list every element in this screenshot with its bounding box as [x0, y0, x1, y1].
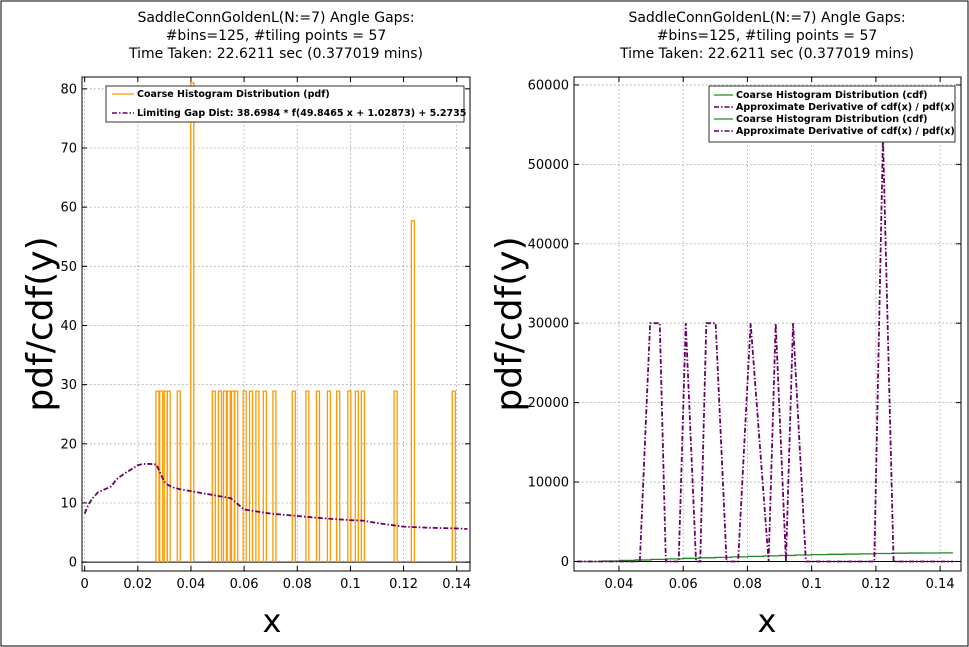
- x-tick-label: 0.14: [442, 577, 471, 592]
- pdf-histogram-bar: [255, 390, 260, 563]
- pdf-histogram-bar: [217, 390, 223, 563]
- x-tick-label: 0.1: [340, 577, 361, 592]
- right-chart-legend: Coarse Histogram Distribution (cdf) Appr…: [708, 85, 956, 143]
- x-tick-label: 0.08: [283, 577, 312, 592]
- pdf-histogram-bar: [336, 390, 341, 563]
- right-legend-label-4: Approximate Derivative of cdf(x) / pdf(x…: [736, 126, 955, 137]
- pdf-histogram-bar: [360, 390, 366, 563]
- left-chart-title-line-1: SaddleConnGoldenL(N:=7) Angle Gaps:: [137, 10, 414, 26]
- pdf-histogram-bar: [222, 390, 228, 563]
- pdf-histogram-bar: [190, 82, 195, 563]
- right-chart-y-ticks: 0 10000 20000 30000 40000 50000 60000: [528, 78, 961, 570]
- right-chart-plot-frame: [573, 76, 962, 572]
- left-chart-series: [82, 82, 470, 563]
- x-tick-label: 0.06: [669, 577, 698, 592]
- left-chart-x-axis-label: x: [263, 602, 282, 640]
- left-chart-plot-frame: [81, 76, 471, 572]
- pdf-histogram-bar: [354, 390, 359, 563]
- y-tick-label: 60: [60, 201, 77, 216]
- x-tick-label: 0.1: [801, 577, 822, 592]
- left-chart-legend: Coarse Histogram Distribution (pdf) Limi…: [105, 85, 466, 123]
- y-tick-label: 0: [561, 555, 569, 570]
- left-chart: SaddleConnGoldenL(N:=7) Angle Gaps: #bin…: [20, 10, 471, 640]
- y-tick-label: 20000: [528, 396, 569, 411]
- x-tick-label: 0.02: [123, 577, 152, 592]
- right-chart-title-line-1: SaddleConnGoldenL(N:=7) Angle Gaps:: [628, 10, 905, 26]
- pdf-histogram-bar: [326, 390, 332, 563]
- y-tick-label: 60000: [528, 78, 569, 93]
- right-legend-label-1: Coarse Histogram Distribution (cdf): [736, 90, 928, 101]
- dashdot-series-line: [83, 463, 468, 530]
- y-tick-label: 30000: [528, 317, 569, 332]
- left-legend-label-1: Coarse Histogram Distribution (pdf): [137, 89, 330, 100]
- y-tick-label: 50000: [528, 158, 569, 173]
- y-tick-label: 20: [60, 437, 77, 452]
- pdf-histogram-bar: [176, 390, 181, 563]
- right-chart-x-axis-label: x: [758, 602, 777, 640]
- x-tick-label: 0.14: [926, 577, 955, 592]
- y-tick-label: 40: [60, 319, 77, 334]
- x-tick-label: 0.04: [604, 577, 633, 592]
- x-tick-label: 0.12: [389, 577, 418, 592]
- pdf-histogram-bar: [305, 390, 310, 563]
- dashdot-series-line: [577, 136, 953, 563]
- right-legend-label-2: Approximate Derivative of cdf(x) / pdf(x…: [736, 102, 955, 113]
- pdf-histogram-bar: [211, 390, 216, 563]
- pdf-histogram-bar: [166, 390, 171, 563]
- left-chart-y-ticks: 0 10 20 30 40 50 60 70 80: [60, 82, 470, 571]
- right-chart-y-axis-label: pdf/cdf(y): [489, 236, 530, 411]
- step-series-line: [577, 552, 953, 563]
- pdf-histogram-bar: [451, 390, 456, 563]
- pdf-histogram-bar: [248, 390, 254, 563]
- y-tick-label: 50: [60, 260, 77, 275]
- x-tick-label: 0.04: [176, 577, 205, 592]
- pdf-histogram-bar: [272, 390, 277, 563]
- x-tick-label: 0.12: [861, 577, 890, 592]
- pdf-histogram-bar: [315, 390, 321, 563]
- x-tick-label: 0.08: [733, 577, 762, 592]
- pdf-histogram-bar: [410, 220, 416, 563]
- left-legend-label-2: Limiting Gap Dist: 38.6984 * f(49.8465 x…: [137, 108, 466, 119]
- y-tick-label: 80: [60, 82, 77, 97]
- right-chart-title-line-3: Time Taken: 22.6211 sec (0.377019 mins): [619, 46, 914, 62]
- left-chart-x-ticks: 0 0.02 0.04 0.06 0.08 0.1 0.12 0.14: [81, 77, 471, 592]
- y-tick-label: 70: [60, 141, 77, 156]
- pdf-histogram-bar: [155, 390, 160, 563]
- y-tick-label: 10: [60, 496, 77, 511]
- pdf-histogram-bar: [347, 390, 352, 563]
- x-tick-label: 0.06: [230, 577, 259, 592]
- y-tick-label: 30: [60, 378, 77, 393]
- pdf-histogram-bar: [291, 390, 296, 563]
- left-chart-title-line-3: Time Taken: 22.6211 sec (0.377019 mins): [128, 46, 423, 62]
- pdf-histogram-bar: [262, 390, 268, 563]
- right-chart: SaddleConnGoldenL(N:=7) Angle Gaps: #bin…: [489, 10, 962, 640]
- pdf-histogram-bar: [242, 390, 247, 563]
- y-tick-label: 40000: [528, 237, 569, 252]
- right-chart-x-ticks: 0.04 0.06 0.08 0.1 0.12 0.14: [604, 77, 955, 592]
- x-tick-label: 0: [81, 577, 89, 592]
- left-chart-y-axis-label: pdf/cdf(y): [20, 236, 61, 411]
- right-chart-series: [574, 136, 961, 563]
- y-tick-label: 0: [69, 556, 77, 571]
- pdf-histogram-bar: [226, 390, 231, 563]
- y-tick-label: 10000: [528, 476, 569, 491]
- right-legend-label-3: Coarse Histogram Distribution (cdf): [736, 114, 928, 125]
- pdf-histogram-bar: [393, 390, 398, 563]
- pdf-histogram-bar: [233, 390, 239, 563]
- left-chart-legend-box: [105, 85, 465, 123]
- right-chart-title-line-2: #bins=125, #tiling points = 57: [657, 28, 878, 44]
- left-chart-title-line-2: #bins=125, #tiling points = 57: [166, 28, 387, 44]
- right-chart-legend-box: [708, 85, 956, 143]
